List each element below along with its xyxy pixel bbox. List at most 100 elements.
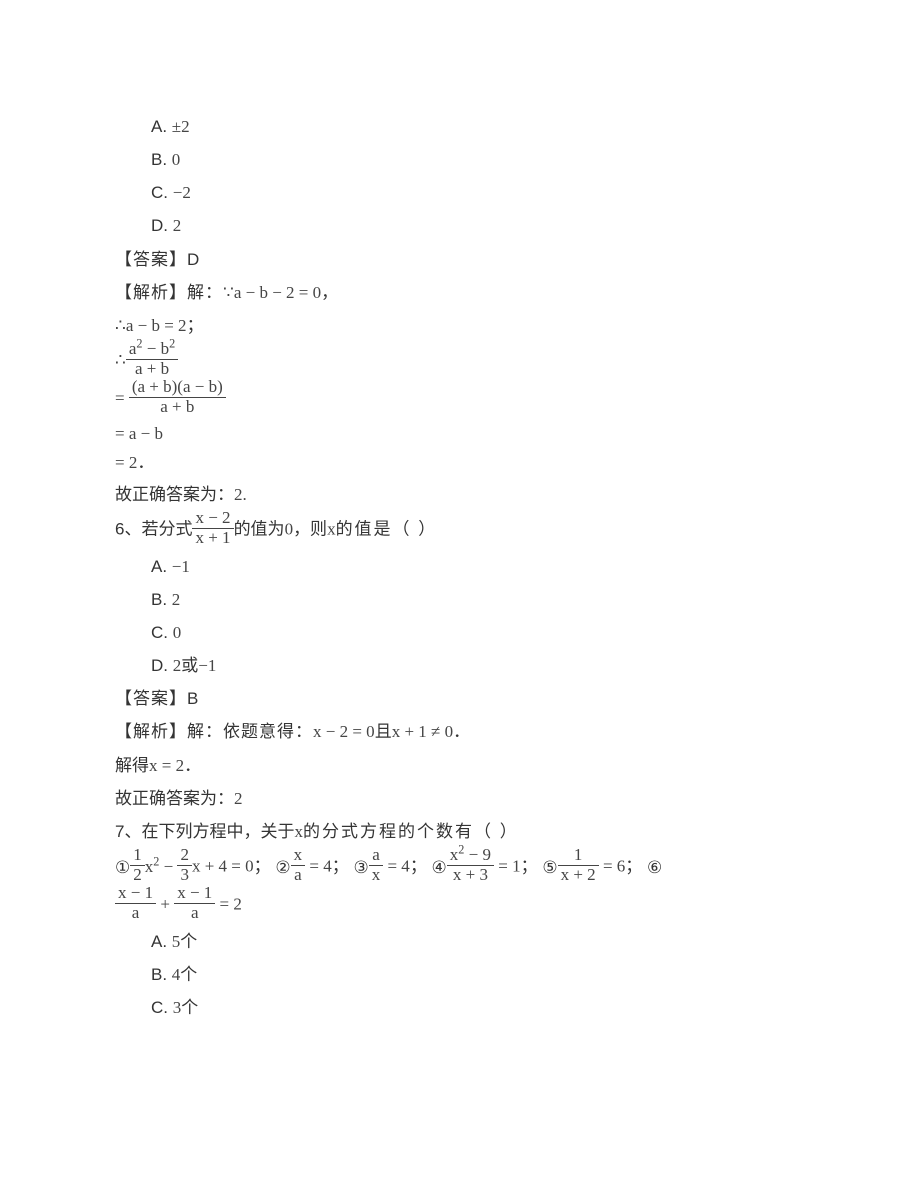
- option-label: A.: [151, 117, 167, 136]
- fraction: x − 1a: [174, 884, 215, 922]
- conclusion-pre: 故正确答案为：: [115, 789, 234, 808]
- conclusion-val: 2.: [234, 485, 247, 504]
- solve-eq: x = 2: [149, 756, 184, 775]
- q6-solution-line2: 解得x = 2．: [115, 749, 805, 782]
- option-value: ±2: [172, 117, 190, 136]
- circled-3: ③: [353, 851, 368, 884]
- xvar: x: [294, 822, 303, 841]
- circled-2: ②: [275, 851, 290, 884]
- answer-value: B: [187, 689, 198, 708]
- q6-option-b: B. 2: [115, 583, 805, 616]
- and: 且: [375, 722, 392, 741]
- therefore-symbol: ∴: [115, 351, 126, 370]
- solution-label: 【解析】解：依题意得：: [115, 722, 313, 741]
- q5-solution-line3: = a − b: [115, 419, 805, 449]
- option-label: C.: [151, 623, 168, 642]
- fraction: 1x + 2: [558, 846, 599, 884]
- therefore-symbol: ∴: [115, 316, 126, 335]
- fraction: a2 − b2a + b: [126, 340, 178, 378]
- option-label: B.: [151, 150, 167, 169]
- q5-option-b: B. 0: [115, 143, 805, 176]
- q6-answer-line: 【答案】B: [115, 682, 805, 715]
- stem-post: ，则: [293, 520, 327, 539]
- option-label: A.: [151, 557, 167, 576]
- eq2: x + 1 ≠ 0: [392, 722, 453, 741]
- conclusion-pre: 故正确答案为：: [115, 485, 234, 504]
- q5-solution-frac1: ∴a2 − b2a + b: [115, 342, 805, 380]
- q5-solution-line4: = 2．: [115, 448, 805, 478]
- option-value: 3: [173, 998, 182, 1017]
- q5-option-d: D. 2: [115, 209, 805, 242]
- option-value: −1: [172, 557, 190, 576]
- option-value: 0: [173, 623, 182, 642]
- equals: =: [115, 389, 129, 408]
- option-label: D.: [151, 656, 168, 675]
- option-value: −2: [173, 183, 191, 202]
- option-value-pre: 2: [173, 656, 182, 675]
- stem-pre: 若分式: [141, 520, 192, 539]
- option-label: B.: [151, 590, 167, 609]
- stem-post: 的分式方程的个数有（ ）: [303, 822, 519, 841]
- fraction: (a + b)(a − b)a + b: [129, 378, 226, 416]
- option-label: C.: [151, 998, 168, 1017]
- fraction: x2 − 9x + 3: [447, 846, 494, 884]
- q7-equations-line1: ①12x2 − 23x + 4 = 0； ②xa = 4； ③ax = 4； ④…: [115, 848, 805, 886]
- q5-solution-line2: ∴a − b = 2；: [115, 309, 805, 342]
- fraction: x − 1a: [115, 884, 156, 922]
- option-label: D.: [151, 216, 168, 235]
- q5-conclusion: 故正确答案为：2.: [115, 478, 805, 511]
- circled-5: ⑤: [542, 851, 557, 884]
- q7-number: 7、: [115, 822, 141, 841]
- option-label: C.: [151, 183, 168, 202]
- q5-solution-work: ∴a2 − b2a + b = (a + b)(a − b)a + b = a …: [115, 342, 805, 478]
- option-value-post: −1: [198, 656, 216, 675]
- q5-solution-frac2: = (a + b)(a − b)a + b: [115, 380, 805, 418]
- period: ．: [453, 722, 470, 741]
- option-value-mid: 或: [181, 656, 198, 675]
- option-label: B.: [151, 965, 167, 984]
- option-unit: 个: [180, 932, 197, 951]
- q7-option-b: B. 4个: [115, 958, 805, 991]
- xvar: x: [327, 520, 336, 539]
- period: ．: [184, 756, 201, 775]
- answer-label: 【答案】: [115, 689, 187, 708]
- because-symbol: ∵: [223, 283, 234, 302]
- q7-option-c: C. 3个: [115, 991, 805, 1024]
- option-label: A.: [151, 932, 167, 951]
- q6-option-c: C. 0: [115, 616, 805, 649]
- stem-pre: 在下列方程中，关于: [141, 822, 294, 841]
- eq-given: a − b − 2 = 0: [234, 283, 321, 302]
- q6-conclusion: 故正确答案为：2: [115, 782, 805, 815]
- q5-answer-line: 【答案】D: [115, 243, 805, 276]
- option-value: 2: [173, 216, 182, 235]
- eq-deduced: a − b = 2: [126, 316, 187, 335]
- q7-option-a: A. 5个: [115, 925, 805, 958]
- solve-pre: 解得: [115, 756, 149, 775]
- fraction: x − 2x + 1: [192, 509, 233, 547]
- q5-option-c: C. −2: [115, 176, 805, 209]
- eq1: x − 2 = 0: [313, 722, 375, 741]
- option-unit: 个: [180, 965, 197, 984]
- answer-value: D: [187, 250, 199, 269]
- q6-number: 6、: [115, 520, 141, 539]
- solution-label: 【解析】解：: [115, 283, 223, 302]
- q5-option-a: A. ±2: [115, 110, 805, 143]
- q6-option-d: D. 2或−1: [115, 649, 805, 682]
- stem-tail: 的值是（ ）: [336, 520, 438, 539]
- circled-6: ⑥: [647, 851, 662, 884]
- zero: 0: [285, 520, 294, 539]
- semicolon: ；: [187, 316, 204, 335]
- option-unit: 个: [181, 998, 198, 1017]
- q5-solution-line1: 【解析】解：∵a − b − 2 = 0，: [115, 276, 805, 309]
- comma: ，: [321, 283, 338, 302]
- q7-equations-line2: x − 1a + x − 1a = 2: [115, 886, 805, 924]
- fraction: ax: [369, 846, 384, 884]
- q6-solution-line1: 【解析】解：依题意得：x − 2 = 0且x + 1 ≠ 0．: [115, 715, 805, 748]
- q6-stem: 6、若分式x − 2x + 1的值为0，则x的值是（ ）: [115, 511, 805, 549]
- circled-4: ④: [432, 851, 447, 884]
- conclusion-val: 2: [234, 789, 243, 808]
- fraction: 23: [177, 846, 192, 884]
- stem-mid: 的值为: [234, 520, 285, 539]
- option-value: 0: [172, 150, 181, 169]
- fraction: 12: [130, 846, 145, 884]
